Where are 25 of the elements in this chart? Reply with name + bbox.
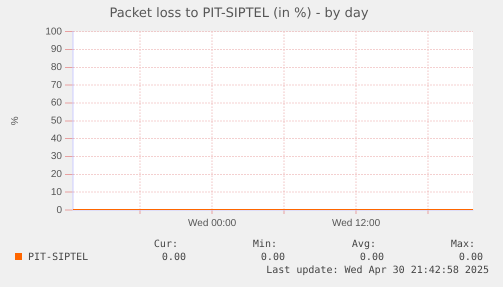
y-tick-label: 50 <box>50 116 62 127</box>
text: 0.00 <box>360 252 384 263</box>
text: 0.00 <box>458 252 483 263</box>
text: 0.00 <box>260 252 285 263</box>
y-tick-label: 30 <box>50 151 62 162</box>
y-tick-label: 70 <box>50 80 62 91</box>
legend-label: PIT-SIPTEL <box>27 252 88 263</box>
text: Min: <box>252 239 277 250</box>
y-tick-label: 80 <box>50 62 62 74</box>
y-tick-label: 60 <box>50 98 62 109</box>
y-tick-label: 100 <box>45 26 62 38</box>
y-tick-label: 20 <box>50 169 62 180</box>
text: Last update: Wed Apr 30 21:42:58 2025 <box>266 265 489 276</box>
x-tick-label: Wed 00:00 <box>188 218 237 229</box>
y-tick-label: 0 <box>56 204 62 216</box>
y-axis-title: % <box>10 116 21 126</box>
y-tick-label: 90 <box>50 44 62 56</box>
x-tick-label: Wed 12:00 <box>332 218 381 229</box>
text: Max: <box>450 239 475 250</box>
y-tick-label: 10 <box>50 186 62 198</box>
chart-title: Packet loss to PIT-SIPTEL (in %) - by day <box>109 6 369 22</box>
text: Avg: <box>352 239 376 250</box>
text: Cur: <box>154 239 178 250</box>
y-tick-label: 40 <box>50 133 62 144</box>
text: 0.00 <box>162 252 186 263</box>
